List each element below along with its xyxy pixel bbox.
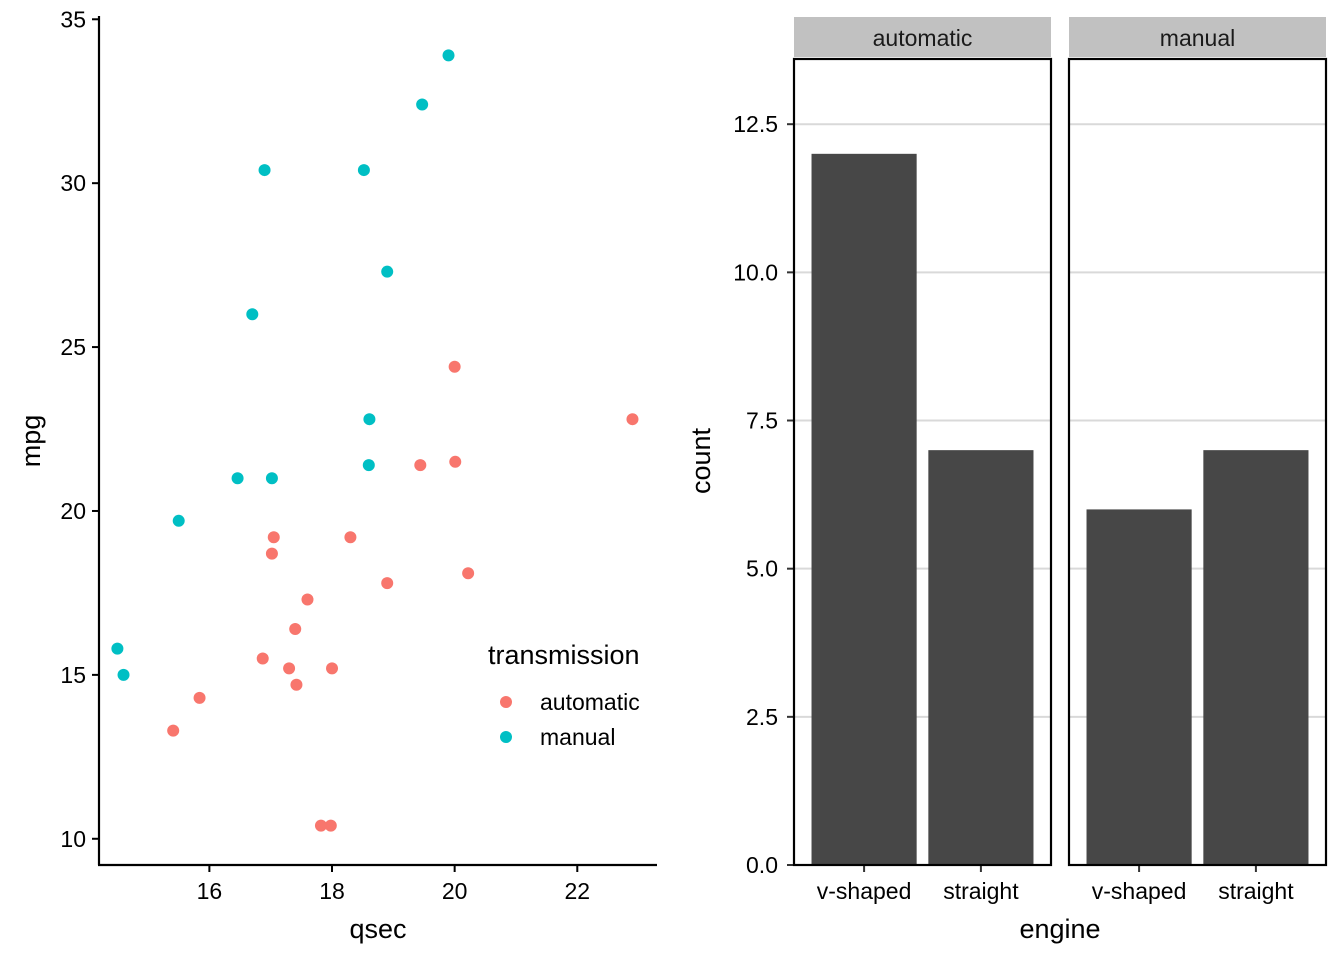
legend-key-automatic [500, 696, 512, 708]
x-tick-label: 16 [197, 878, 223, 904]
point-manual [172, 514, 185, 527]
point-automatic [267, 531, 280, 544]
bar-y-axis-title: count [686, 427, 716, 494]
point-automatic [326, 662, 339, 675]
scatter-y-axis-title: mpg [16, 415, 46, 468]
legend: transmission automatic manual [488, 640, 640, 750]
point-manual [111, 642, 124, 655]
point-automatic [301, 593, 314, 606]
point-manual [381, 265, 394, 278]
scatter-x-ticks: 16 18 20 22 [197, 865, 590, 904]
point-manual [117, 668, 130, 681]
y-tick-label: 20 [60, 498, 86, 524]
bar-y-tick-label: 7.5 [746, 408, 778, 434]
bar-y-tick-label: 0.0 [746, 852, 778, 878]
point-manual [442, 49, 455, 62]
legend-title: transmission [488, 640, 640, 670]
panel-border [792, 57, 1053, 867]
x-tick-label: 20 [442, 878, 468, 904]
y-tick-label: 10 [60, 826, 86, 852]
legend-key-manual [500, 731, 512, 743]
y-tick-label: 15 [60, 662, 86, 688]
point-automatic [193, 691, 206, 704]
legend-label-automatic: automatic [540, 689, 640, 715]
scatter-plot: 10 15 20 25 30 35 16 18 20 22 qsec mpg transmiss… [16, 6, 657, 944]
point-manual [246, 308, 259, 321]
facet-strip [794, 17, 1051, 57]
point-automatic [283, 662, 296, 675]
facet-strip [1069, 17, 1326, 57]
bar-y-tick-label: 5.0 [746, 556, 778, 582]
point-automatic [290, 678, 303, 691]
bar-y-tick-label: 12.5 [733, 111, 778, 137]
y-tick-label: 35 [60, 6, 86, 32]
bar-x-axis-title: engine [1019, 914, 1100, 944]
y-tick-label: 30 [60, 170, 86, 196]
point-manual [258, 164, 271, 177]
point-automatic [256, 652, 269, 665]
point-manual [362, 459, 375, 472]
legend-label-manual: manual [540, 724, 615, 750]
point-manual [231, 472, 244, 485]
bar-x-tick-label: v-shaped [817, 878, 912, 904]
facet-panel-manual: manual v-shaped straight [1067, 17, 1328, 904]
scatter-points [111, 49, 639, 832]
facet-strip-label: automatic [873, 25, 973, 51]
point-manual [265, 472, 278, 485]
bar-x-tick-label: v-shaped [1092, 878, 1187, 904]
point-automatic [344, 531, 357, 544]
point-manual [363, 413, 376, 426]
facet-strip-label: manual [1160, 25, 1235, 51]
point-automatic [265, 547, 278, 560]
bar-x-tick-label: straight [1218, 878, 1294, 904]
bar-automatic-straight [928, 450, 1034, 865]
point-manual [416, 98, 429, 111]
point-automatic [448, 360, 461, 373]
point-automatic [381, 577, 394, 590]
bar-panels: automatic v-shaped straight manual v-shaped s… [792, 17, 1328, 904]
x-tick-label: 18 [319, 878, 345, 904]
panel-border [1067, 57, 1328, 867]
bar-manual-v-shaped [1086, 509, 1192, 865]
bar-manual-straight [1203, 450, 1309, 865]
bar-x-tick-label: straight [943, 878, 1019, 904]
point-automatic [324, 819, 337, 832]
point-automatic [462, 567, 475, 580]
point-automatic [167, 724, 180, 737]
point-automatic [449, 455, 462, 468]
bar-automatic-v-shaped [811, 153, 917, 865]
point-automatic [414, 459, 427, 472]
point-manual [357, 164, 370, 177]
scatter-x-axis-title: qsec [349, 914, 406, 944]
facet-panel-automatic: automatic v-shaped straight [792, 17, 1053, 904]
point-automatic [626, 413, 639, 426]
point-automatic [314, 819, 327, 832]
scatter-y-ticks: 10 15 20 25 30 35 [60, 6, 99, 852]
x-tick-label: 22 [564, 878, 590, 904]
point-automatic [289, 622, 302, 635]
faceted-bar-chart: 0.0 2.5 5.0 7.5 10.0 12.5 automatic v-shaped st… [686, 17, 1328, 944]
y-tick-label: 25 [60, 334, 86, 360]
bar-y-ticks: 0.0 2.5 5.0 7.5 10.0 12.5 [733, 111, 794, 878]
bar-y-tick-label: 10.0 [733, 259, 778, 285]
bar-y-tick-label: 2.5 [746, 704, 778, 730]
